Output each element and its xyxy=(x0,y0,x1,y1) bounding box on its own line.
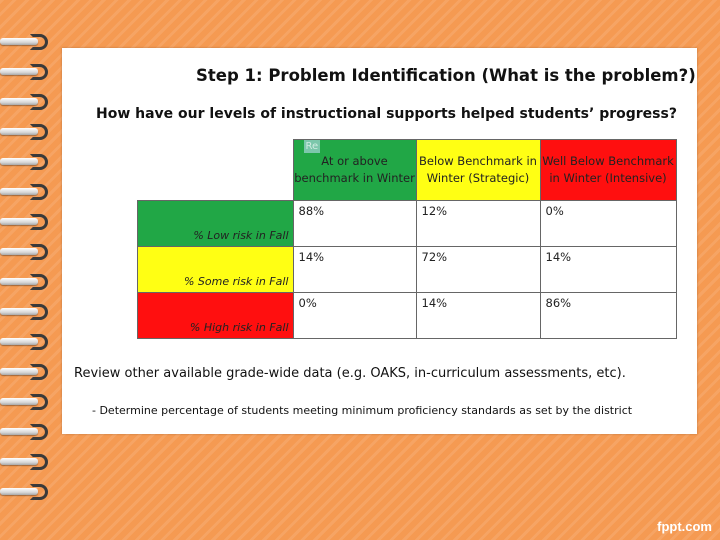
header-well-below-benchmark: Well Below Benchmark in Winter (Intensiv… xyxy=(539,139,677,201)
table-row: % Low risk in Fall 88% 12% 0% xyxy=(137,200,677,247)
binder-ring-icon xyxy=(0,454,52,470)
bullet-text: - Determine percentage of students meeti… xyxy=(92,404,633,417)
ghost-header-text: Re xyxy=(303,140,321,153)
table-cell: 72% xyxy=(415,246,541,293)
binder-ring-icon xyxy=(0,94,52,110)
header-at-or-above: Re At or above benchmark in Winter xyxy=(292,139,417,201)
table-cell: 14% xyxy=(415,292,541,339)
table-cell: 0% xyxy=(539,200,677,247)
table-row: % Some risk in Fall 14% 72% 14% xyxy=(137,246,677,293)
binder-ring-icon xyxy=(0,184,52,200)
binder-ring-icon xyxy=(0,304,52,320)
table-cell: 14% xyxy=(292,246,417,293)
fppt-watermark: fppt.com xyxy=(657,519,712,534)
binder-ring-icon xyxy=(0,364,52,380)
table-cell: 14% xyxy=(539,246,677,293)
table-corner-cell xyxy=(137,139,294,201)
binder-ring-icon xyxy=(0,424,52,440)
table-row: % High risk in Fall 0% 14% 86% xyxy=(137,292,677,339)
binder-ring-icon xyxy=(0,244,52,260)
notebook-rings xyxy=(0,34,60,514)
binder-ring-icon xyxy=(0,64,52,80)
binder-ring-icon xyxy=(0,124,52,140)
table-header-row: Re At or above benchmark in Winter Below… xyxy=(137,139,677,201)
table-cell: 86% xyxy=(539,292,677,339)
slide-question: How have our levels of instructional sup… xyxy=(96,106,677,122)
table-cell: 88% xyxy=(292,200,417,247)
review-text: Review other available grade-wide data (… xyxy=(74,366,626,381)
table-cell: 12% xyxy=(415,200,541,247)
row-label-high-risk: % High risk in Fall xyxy=(137,292,294,339)
binder-ring-icon xyxy=(0,154,52,170)
header-below-benchmark: Below Benchmark in Winter (Strategic) xyxy=(415,139,541,201)
header-label: At or above benchmark in Winter xyxy=(294,154,415,185)
binder-ring-icon xyxy=(0,334,52,350)
binder-ring-icon xyxy=(0,394,52,410)
header-label: Well Below Benchmark in Winter (Intensiv… xyxy=(542,154,674,185)
binder-ring-icon xyxy=(0,34,52,50)
binder-ring-icon xyxy=(0,484,52,500)
table-cell: 0% xyxy=(292,292,417,339)
row-label-low-risk: % Low risk in Fall xyxy=(137,200,294,247)
slide-title: Step 1: Problem Identification (What is … xyxy=(196,66,696,85)
binder-ring-icon xyxy=(0,214,52,230)
row-label-some-risk: % Some risk in Fall xyxy=(137,246,294,293)
binder-ring-icon xyxy=(0,274,52,290)
slide-card: Step 1: Problem Identification (What is … xyxy=(62,48,697,434)
header-label: Below Benchmark in Winter (Strategic) xyxy=(419,154,537,185)
benchmark-table: Re At or above benchmark in Winter Below… xyxy=(137,139,677,339)
